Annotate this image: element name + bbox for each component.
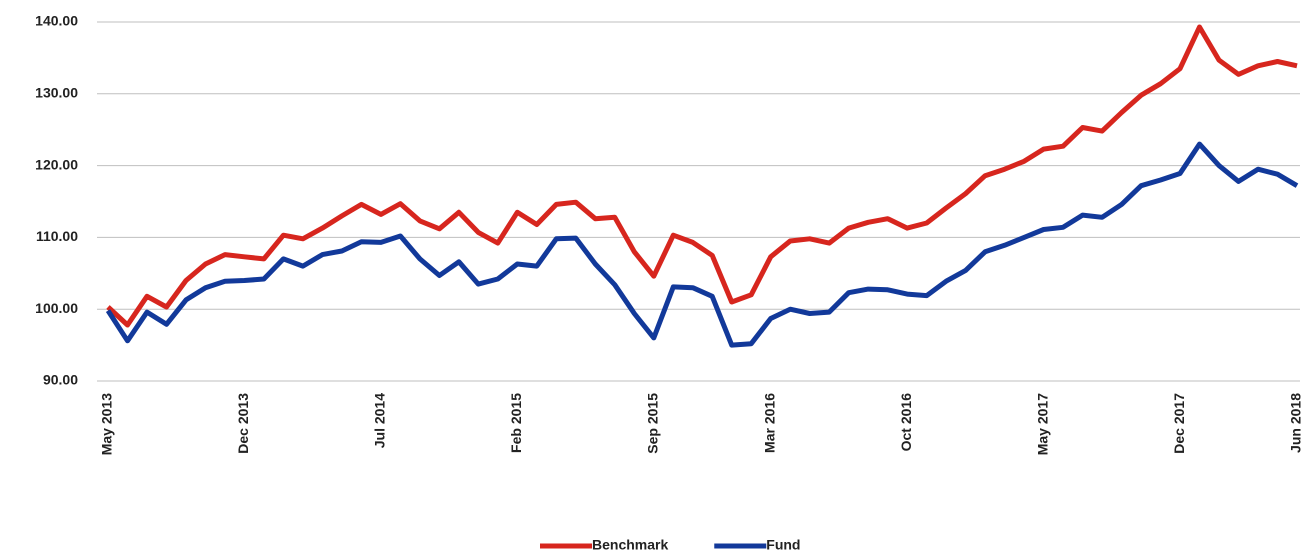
legend-label: Fund bbox=[766, 537, 800, 553]
x-tick-label: Sep 2015 bbox=[644, 393, 660, 454]
y-tick-label: 90.00 bbox=[43, 372, 78, 388]
legend-label: Benchmark bbox=[592, 537, 668, 553]
x-tick-label: Mar 2016 bbox=[761, 393, 777, 453]
y-tick-label: 130.00 bbox=[35, 85, 78, 101]
x-tick-label: Dec 2017 bbox=[1171, 393, 1187, 454]
x-tick-label: May 2013 bbox=[99, 393, 115, 455]
line-series bbox=[106, 24, 1298, 328]
x-tick-label: Oct 2016 bbox=[898, 393, 914, 452]
x-tick-label: Dec 2013 bbox=[235, 393, 251, 454]
x-tick-label: Feb 2015 bbox=[508, 393, 524, 453]
x-tick-label: Jul 2014 bbox=[372, 393, 388, 448]
x-tick-label: May 2017 bbox=[1034, 393, 1050, 455]
y-tick-label: 120.00 bbox=[35, 156, 78, 172]
line-series bbox=[105, 141, 1299, 348]
x-tick-label: Jun 2018 bbox=[1288, 393, 1304, 453]
y-tick-label: 110.00 bbox=[36, 228, 78, 244]
y-tick-label: 140.00 bbox=[35, 13, 78, 29]
y-tick-label: 100.00 bbox=[35, 300, 78, 316]
